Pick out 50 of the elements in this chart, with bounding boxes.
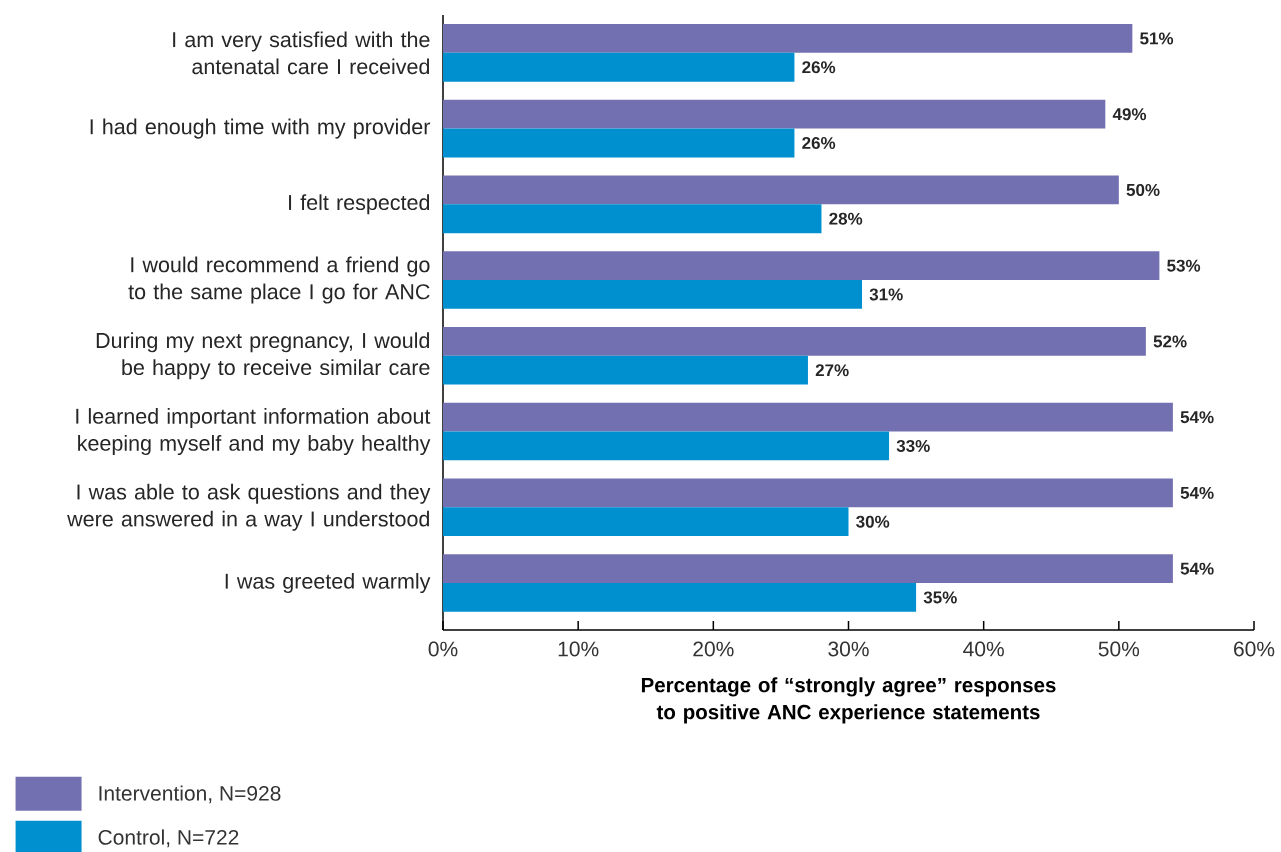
x-tick-label: 60% (1234, 641, 1275, 657)
data-label: 27% (815, 364, 849, 377)
data-label: 52% (1153, 335, 1187, 348)
bar (443, 280, 863, 309)
bar (443, 478, 1173, 508)
data-label: 54% (1180, 411, 1214, 424)
bar (443, 431, 890, 461)
bar (443, 507, 849, 537)
data-label: 54% (1180, 562, 1214, 575)
data-label: 26% (802, 61, 836, 74)
y-tick-label: I learned important information about keeping myself and my baby healthy (76, 408, 431, 456)
data-label: 54% (1180, 486, 1214, 499)
data-label: 28% (829, 212, 863, 225)
bar (443, 204, 822, 234)
bar (443, 327, 1146, 356)
x-tick-label: 10% (558, 641, 599, 657)
y-tick-label: I had enough time with my provider (90, 118, 431, 139)
data-label: 33% (896, 439, 930, 452)
data-label: 49% (1112, 108, 1147, 121)
x-tick-label: 40% (963, 641, 1004, 657)
x-axis-title: Percentage of “strongly agree” responses to positive ANC experience statements (641, 677, 1056, 724)
data-label: 31% (869, 288, 903, 301)
legend-label: Intervention, N=928 (99, 785, 281, 804)
y-tick-label: I am very satisfied with the antenatal care I received (173, 31, 430, 75)
data-label: 26% (802, 136, 836, 150)
bar (443, 355, 808, 385)
data-label: 53% (1167, 259, 1201, 272)
bar (443, 251, 1160, 281)
data-label: 35% (923, 591, 957, 604)
data-label: 50% (1126, 183, 1160, 196)
x-tick-label: 50% (1098, 641, 1140, 657)
bar (443, 24, 1133, 53)
bar (443, 128, 795, 158)
bar (443, 554, 1173, 584)
y-tick-label: I was greeted warmly (225, 573, 431, 594)
data-label: 30% (856, 515, 890, 528)
data-label: 51% (1140, 32, 1174, 45)
bar (443, 583, 917, 612)
y-tick-label: I was able to ask questions and they were answered in a way I understood (67, 483, 431, 531)
y-tick-label: I felt respected (289, 194, 430, 215)
bar (443, 99, 1106, 129)
x-tick-label: 30% (828, 641, 869, 657)
x-tick-label: 20% (693, 641, 734, 657)
y-tick-label: During my next pregnancy, I would be happy to receive similar care (96, 332, 430, 380)
bar (443, 402, 1173, 432)
legend-label: Control, N=722 (98, 829, 239, 848)
bar (443, 175, 1119, 205)
y-tick-label: I would recommend a friend go to the same place I go for ANC (128, 256, 430, 304)
x-tick-label: 0% (428, 641, 458, 657)
bar (443, 52, 795, 82)
